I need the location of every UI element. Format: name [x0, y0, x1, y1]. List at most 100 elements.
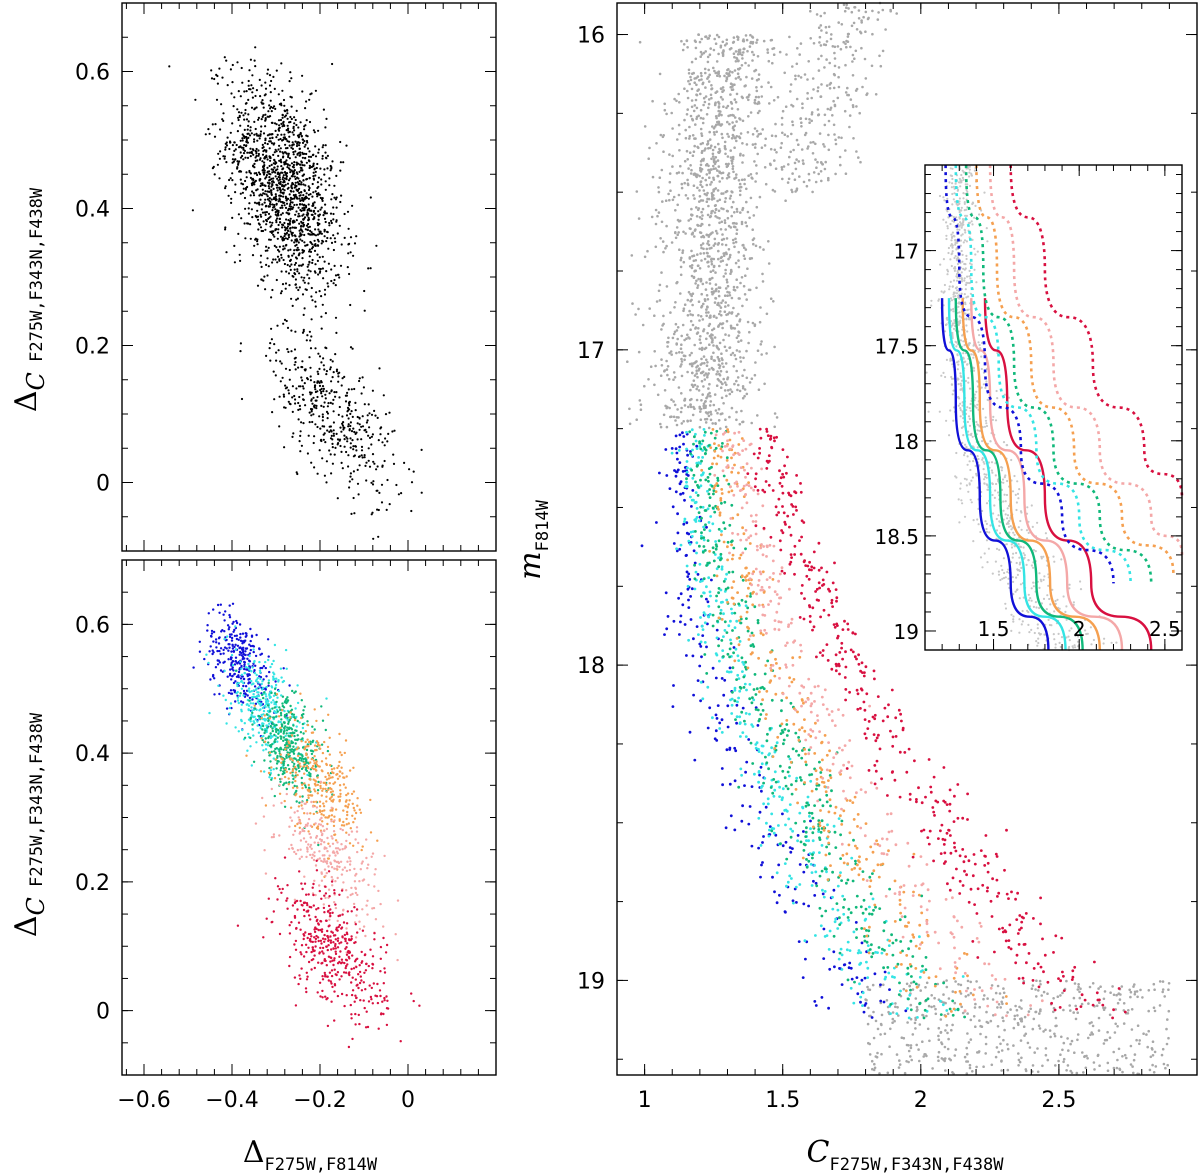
- bl-point-pink: [303, 802, 306, 805]
- bl-point-cyan: [261, 744, 264, 747]
- tl-point: [303, 128, 306, 131]
- bl-point-blue: [251, 698, 254, 701]
- tl-point: [284, 147, 288, 150]
- tl-point: [290, 205, 293, 208]
- bl-point-pink: [354, 887, 358, 890]
- tl-point: [305, 152, 308, 156]
- bl-point-cyan: [258, 660, 261, 664]
- tl-point: [305, 339, 308, 342]
- bl-point-orange: [324, 787, 327, 791]
- cmd-gray-point: [702, 404, 705, 408]
- cmd-gray-point: [760, 146, 764, 149]
- tl-point: [316, 221, 319, 225]
- tl-point: [334, 395, 337, 398]
- tl-point: [282, 245, 285, 248]
- tl-point: [268, 347, 271, 350]
- cmd-gray-point: [783, 71, 786, 75]
- top-left-ylabel-delta: Δ: [9, 390, 44, 412]
- bl-point-blue: [260, 652, 264, 655]
- cmd-gray-point: [728, 70, 732, 73]
- tl-point: [259, 133, 262, 136]
- tl-point: [224, 228, 227, 231]
- tl-point: [224, 187, 227, 190]
- bl-point-blue: [265, 675, 268, 678]
- tl-point: [285, 175, 288, 178]
- bl-point-blue: [217, 637, 221, 640]
- tl-point: [376, 508, 379, 511]
- bl-point-orange: [319, 747, 322, 750]
- bl-point-orange: [344, 800, 348, 803]
- cmd-gray-point: [719, 427, 722, 430]
- bl-point-red: [353, 1000, 356, 1003]
- cmd-gray-point: [674, 236, 678, 240]
- tl-point: [295, 184, 298, 188]
- tl-point: [276, 165, 279, 168]
- cmd-gray-point: [725, 394, 728, 398]
- bl-point-pink: [396, 958, 399, 962]
- tl-point: [233, 96, 236, 99]
- tl-point: [301, 214, 304, 217]
- tl-point: [287, 209, 290, 212]
- tl-point: [228, 140, 232, 143]
- cmd-gray-point: [712, 131, 716, 134]
- bl-point-orange: [306, 738, 309, 741]
- tl-point: [374, 414, 377, 417]
- tl-point: [239, 124, 242, 127]
- tl-point: [324, 441, 327, 444]
- tl-point: [282, 120, 285, 123]
- bl-point-orange: [326, 772, 330, 775]
- tl-point: [341, 415, 344, 418]
- cmd-gray-point: [699, 252, 702, 255]
- tl-point: [254, 156, 257, 159]
- tl-point: [294, 361, 297, 364]
- cmd-gray-point: [735, 222, 738, 225]
- tl-point: [286, 124, 289, 127]
- tl-point: [299, 163, 302, 166]
- tl-point: [255, 132, 258, 135]
- bl-point-pink: [321, 825, 325, 828]
- bl-point-cyan: [325, 697, 328, 700]
- tl-point: [329, 401, 332, 404]
- tl-point: [298, 179, 301, 183]
- bl-point-green: [249, 717, 252, 720]
- bl-point-orange: [353, 817, 357, 820]
- bl-point-green: [298, 801, 301, 804]
- bl-point-green: [267, 719, 270, 723]
- bl-point-green: [275, 747, 278, 750]
- tl-point: [264, 142, 267, 145]
- tl-point: [247, 120, 250, 123]
- cmd-gray-point: [740, 222, 744, 226]
- bl-point-blue: [249, 644, 253, 648]
- tl-point: [270, 133, 273, 136]
- tl-point: [314, 190, 317, 193]
- bl-point-pink: [261, 796, 264, 800]
- bl-point-red: [302, 933, 305, 936]
- bl-point-orange: [360, 848, 363, 852]
- bl-point-cyan: [250, 690, 253, 693]
- bl-point-cyan: [266, 702, 270, 705]
- tl-point: [323, 173, 326, 176]
- bl-point-cyan: [247, 662, 250, 666]
- tl-point: [291, 143, 294, 147]
- tl-point: [386, 440, 389, 443]
- bl-point-cyan: [255, 673, 258, 677]
- tl-point: [302, 173, 306, 176]
- bl-point-orange: [284, 747, 287, 751]
- tl-point: [363, 456, 366, 459]
- tl-point: [310, 414, 313, 417]
- cmd-gray-point: [756, 152, 759, 156]
- bl-point-red: [285, 899, 288, 902]
- bl-point-orange: [351, 802, 354, 805]
- bl-point-red: [336, 939, 340, 943]
- tl-point: [317, 218, 320, 221]
- tl-point: [320, 387, 323, 390]
- tl-point: [300, 220, 303, 223]
- tl-point: [289, 203, 292, 206]
- tl-point: [287, 233, 290, 236]
- bl-point-green: [248, 699, 251, 702]
- bl-point-pink: [311, 805, 315, 808]
- tl-point: [294, 244, 297, 247]
- tl-point: [300, 224, 303, 227]
- tl-point: [335, 196, 338, 199]
- bl-point-red: [316, 936, 320, 939]
